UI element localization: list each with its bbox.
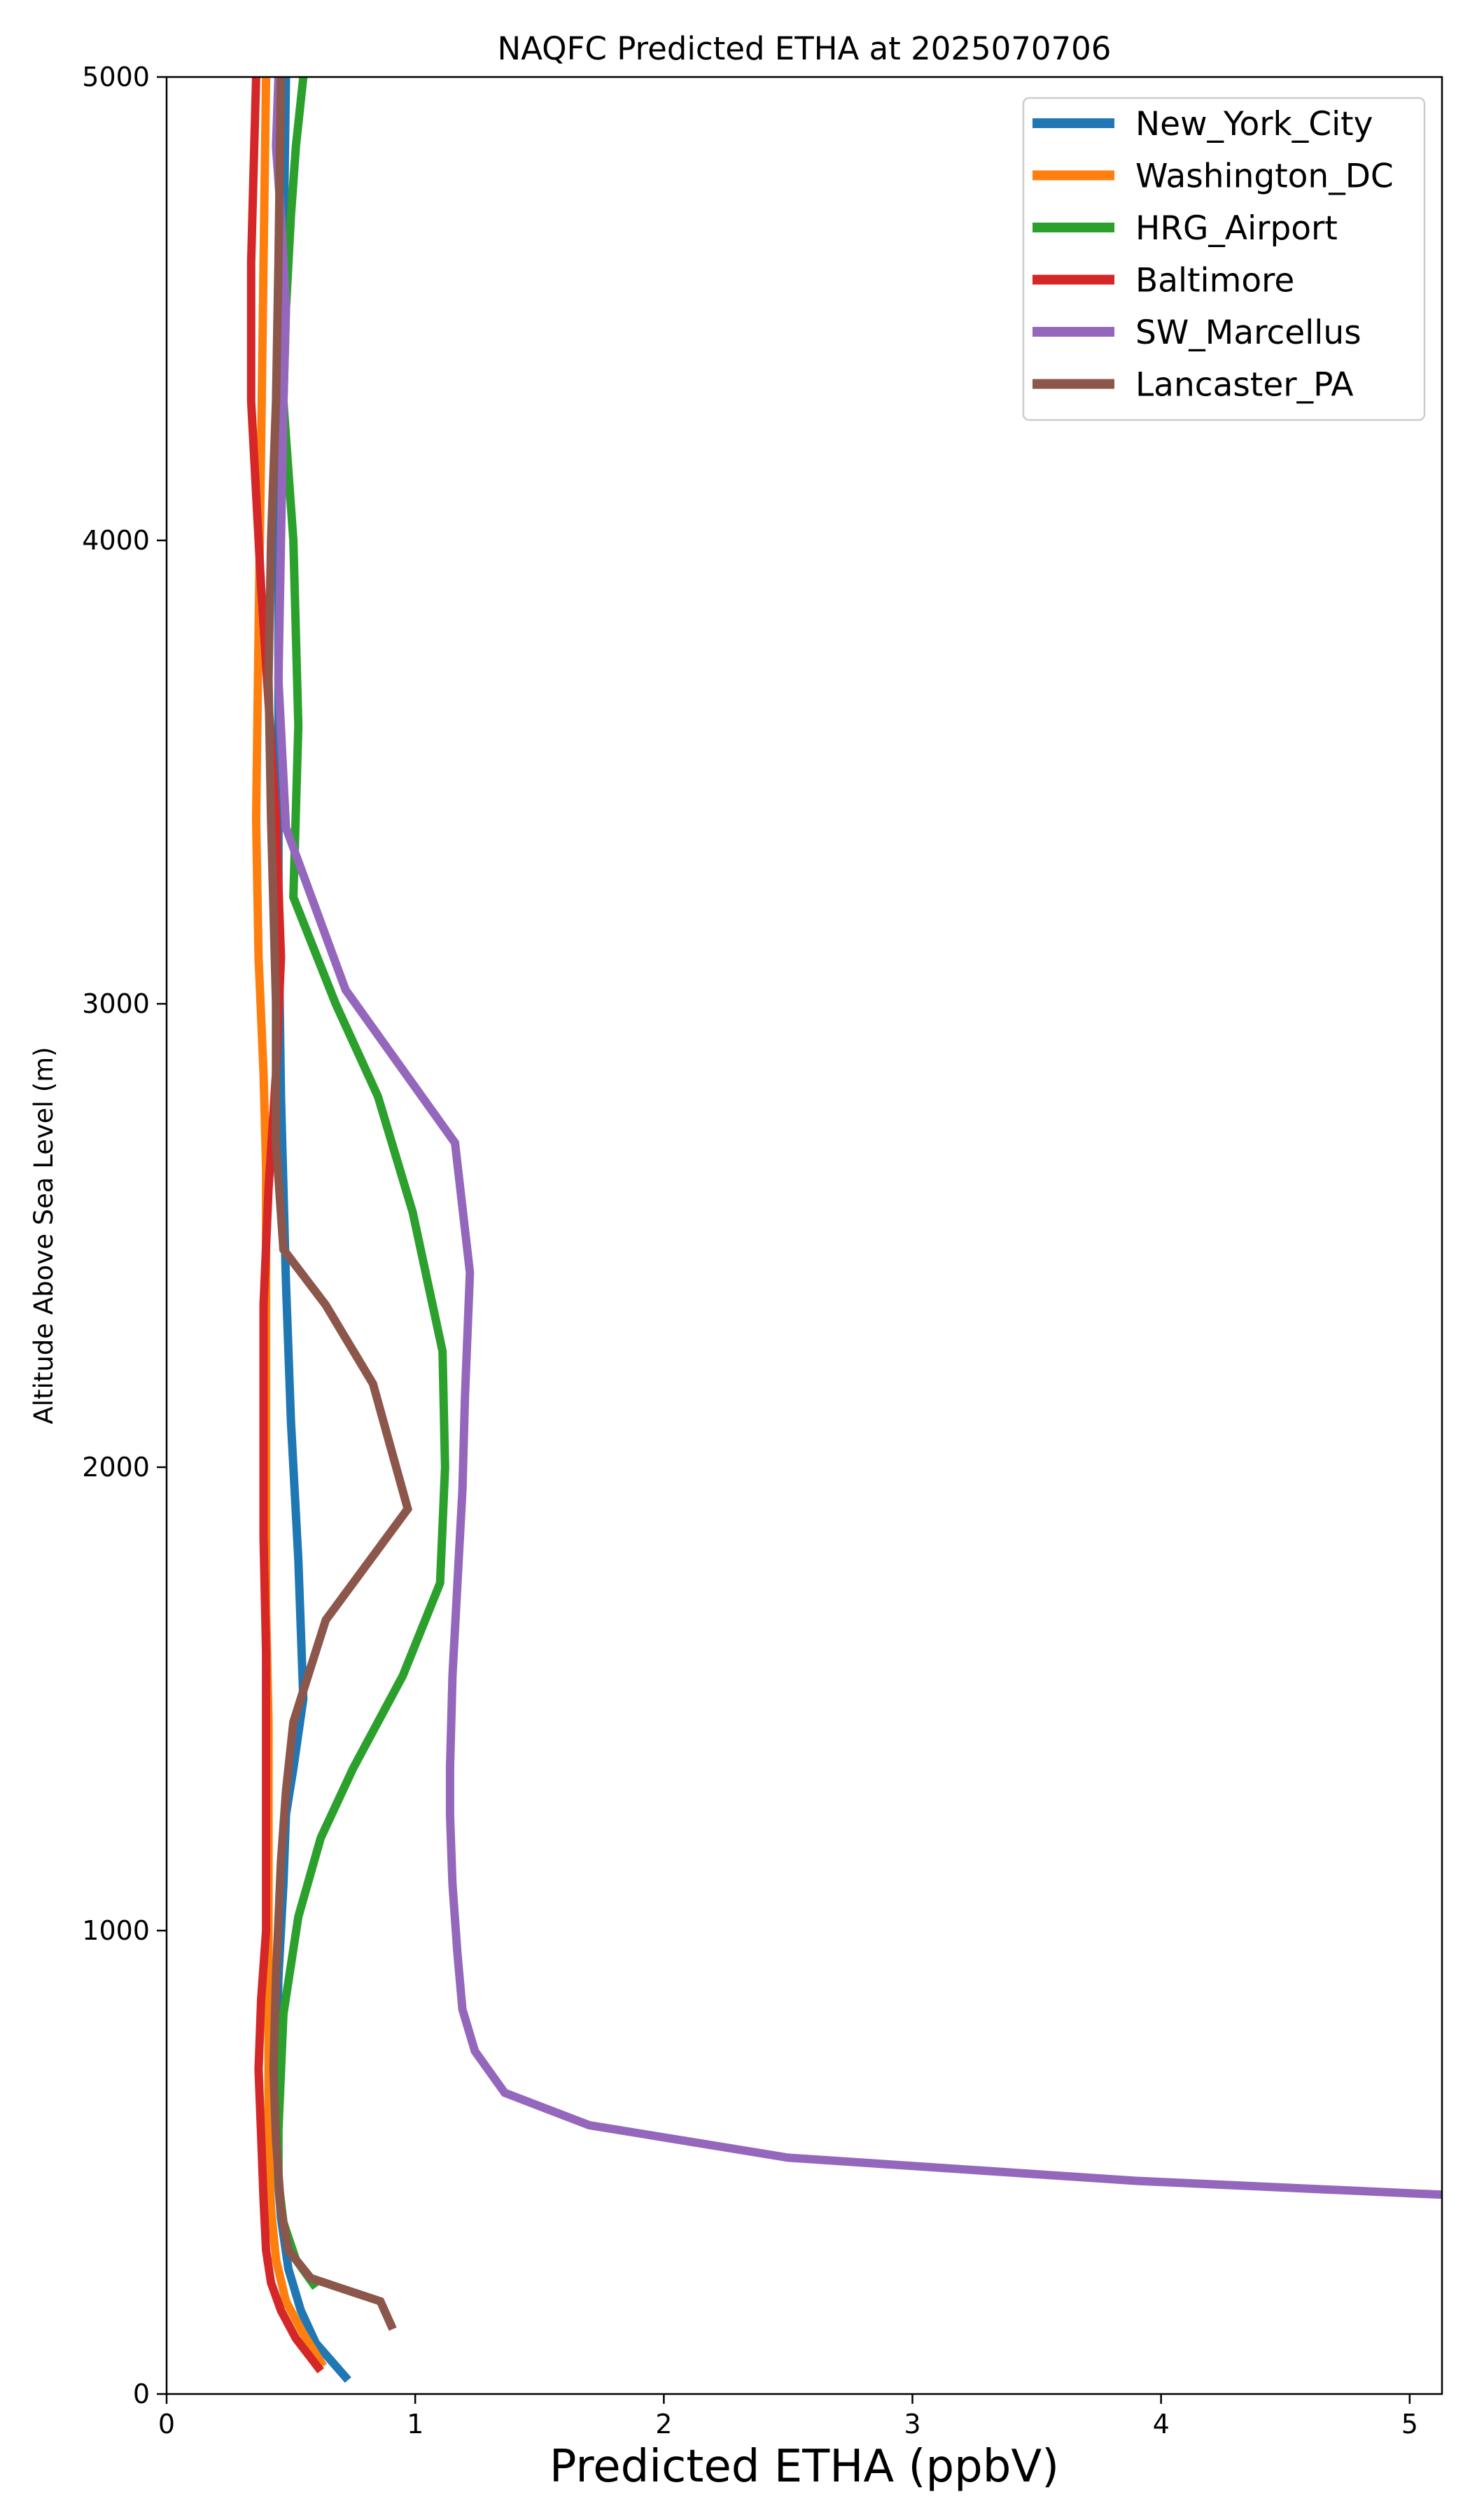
legend-label-hrg-airport: HRG_Airport	[1135, 209, 1338, 248]
y-tick-label-2: 2000	[82, 1452, 150, 1483]
series-line-lancaster-pa	[264, 77, 413, 2331]
y-tick-label-3: 3000	[82, 988, 150, 1019]
legend-label-lancaster-pa: Lancaster_PA	[1135, 366, 1354, 405]
series-layer	[246, 77, 1442, 2384]
y-tick-label-0: 0	[133, 2379, 150, 2409]
legend-label-baltimore: Baltimore	[1135, 262, 1294, 300]
legend-box	[1022, 97, 1426, 421]
legend: New_York_City Washington_DC HRG_Airport Bal…	[1022, 97, 1426, 421]
plot-frame	[165, 76, 1443, 2395]
series-line-hrg-airport	[274, 77, 449, 2290]
x-tick-label-3: 3	[904, 2409, 920, 2440]
legend-label-new-york-city: New_York_City	[1135, 105, 1373, 144]
series-line-baltimore	[246, 77, 324, 2374]
y-tick-label-5: 5000	[82, 62, 150, 92]
legend-items: New_York_City Washington_DC HRG_Airport Bal…	[1032, 105, 1394, 405]
legend-label-sw-marcellus: SW_Marcellus	[1135, 314, 1362, 352]
series-line-sw-marcellus	[272, 77, 1442, 2199]
x-tick-label-0: 0	[158, 2409, 175, 2440]
x-axis-ticks: 0 1 2 3 4 5	[158, 2394, 1418, 2440]
x-tick-label-4: 4	[1153, 2409, 1170, 2440]
x-tick-label-2: 2	[655, 2409, 672, 2440]
y-axis-ticks: 0 1000 2000 3000 4000 5000	[82, 62, 167, 2409]
x-tick-label-5: 5	[1401, 2409, 1418, 2440]
y-axis-label: Altitude Above Sea Level (m)	[29, 1046, 59, 1424]
legend-label-washington-dc: Washington_DC	[1135, 158, 1394, 196]
chart-title: NAQFC Predicted ETHA at 2025070706	[498, 30, 1112, 67]
y-tick-label-1: 1000	[82, 1915, 150, 1946]
y-tick-label-4: 4000	[82, 525, 150, 556]
x-axis-label: Predicted ETHA (ppbV)	[550, 2441, 1059, 2493]
x-tick-label-1: 1	[407, 2409, 424, 2440]
